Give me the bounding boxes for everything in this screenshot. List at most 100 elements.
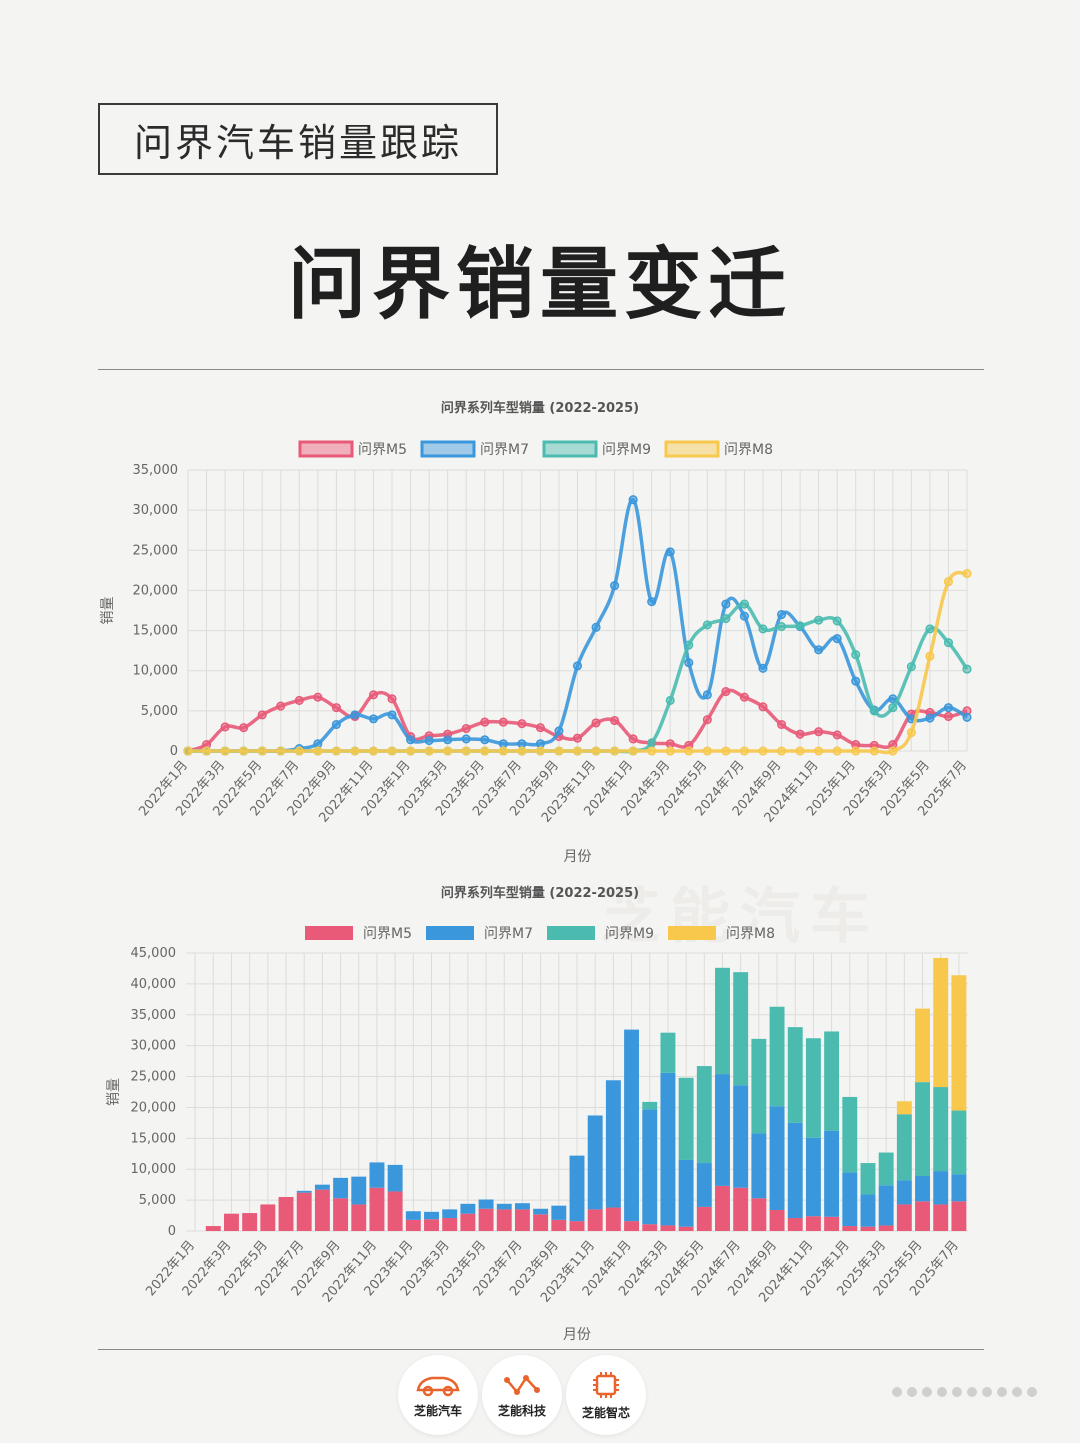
y-tick-label: 10,000 <box>133 664 179 679</box>
data-point <box>832 634 842 644</box>
data-point <box>517 719 527 729</box>
data-point <box>758 702 768 712</box>
header-tag: 问界汽车销量跟踪 <box>98 103 498 175</box>
bar-segment <box>296 1190 312 1193</box>
x-axis-title: 月份 <box>564 849 592 865</box>
data-point <box>517 739 527 749</box>
bar-segment <box>933 1171 949 1205</box>
bar-segment <box>224 1213 239 1231</box>
y-tick-label: 35,000 <box>131 1008 177 1023</box>
data-point <box>368 714 379 724</box>
legend-label: 问界M5 <box>363 926 412 942</box>
data-point <box>591 718 601 728</box>
data-point <box>851 746 861 756</box>
bar-segment <box>751 1198 767 1231</box>
data-point <box>739 692 749 702</box>
data-point <box>943 703 954 713</box>
data-point <box>406 735 416 745</box>
data-point <box>832 616 842 626</box>
bar-segment <box>787 1027 803 1123</box>
bar-segment <box>933 1204 949 1231</box>
bar-segment <box>278 1197 294 1231</box>
bar-segment <box>314 1189 330 1231</box>
bar-segment <box>605 1080 621 1208</box>
y-tick-label: 5,000 <box>139 1193 176 1208</box>
data-point <box>572 746 583 756</box>
brand-logos: 芝能汽车 芝能科技 芝能智芯 <box>398 1355 646 1435</box>
data-point <box>313 739 323 749</box>
data-point <box>610 581 620 591</box>
y-tick-label: 0 <box>168 1224 176 1239</box>
legend-label: 问界M7 <box>480 442 529 458</box>
bar-segment <box>824 1216 840 1231</box>
data-point <box>350 710 360 720</box>
data-point <box>776 609 787 620</box>
bar-segment <box>387 1191 403 1231</box>
bar-segment <box>424 1211 439 1220</box>
data-point <box>758 746 768 756</box>
bar-segment <box>642 1101 658 1110</box>
bar-segment <box>933 1087 949 1172</box>
bar-segment <box>824 1130 840 1217</box>
data-point <box>795 621 805 631</box>
bar-segment <box>369 1162 385 1188</box>
bar-segment <box>878 1185 894 1226</box>
bar-segment <box>842 1226 858 1231</box>
data-point <box>461 734 471 744</box>
data-point <box>239 723 249 733</box>
data-point <box>702 746 712 756</box>
brand-logo-tech: 芝能科技 <box>482 1355 562 1435</box>
bar-segment <box>624 1221 640 1231</box>
y-tick-label: 30,000 <box>133 503 179 518</box>
legend-swatch <box>542 440 598 458</box>
data-point <box>294 695 304 705</box>
car-icon <box>416 1376 460 1396</box>
bar-segment <box>787 1122 803 1219</box>
data-point <box>943 577 954 587</box>
data-point <box>888 746 898 756</box>
data-point <box>739 611 749 621</box>
bar-segment <box>860 1226 876 1231</box>
bar-segment <box>896 1114 912 1181</box>
y-tick-label: 25,000 <box>133 543 179 558</box>
bar-segment <box>369 1187 385 1231</box>
stacked-bar-chart: 问界系列车型销量 (2022-2025) 问界M5 问界M7 问界M9 问界M8 0 5,0… <box>106 885 968 1343</box>
data-point <box>962 569 972 579</box>
data-point <box>776 746 787 756</box>
legend-label: 问界M8 <box>724 442 773 458</box>
data-point <box>665 739 675 749</box>
data-point <box>925 651 935 661</box>
data-point <box>498 717 508 727</box>
bar-segment <box>660 1225 676 1231</box>
data-point <box>628 746 638 756</box>
data-point <box>610 715 620 726</box>
bar-segment <box>551 1219 567 1231</box>
bar-segment <box>442 1218 458 1231</box>
data-point <box>331 746 341 756</box>
data-point <box>535 746 545 756</box>
data-point <box>776 719 787 730</box>
bar-segment <box>587 1209 603 1231</box>
brand-name: 芝能科技 <box>497 1403 546 1418</box>
bar-segment <box>951 975 967 1111</box>
data-point <box>739 746 749 756</box>
legend-label: 问界M8 <box>726 926 775 942</box>
bar-segment <box>533 1208 549 1215</box>
data-point <box>721 687 731 697</box>
bar-segment <box>569 1221 585 1231</box>
bar-segment <box>896 1204 912 1231</box>
data-point <box>721 746 731 756</box>
bar-segment <box>733 1187 749 1231</box>
bar-segment <box>642 1109 658 1225</box>
brand-logo-auto: 芝能汽车 <box>398 1355 478 1435</box>
bar-segment <box>696 1066 712 1164</box>
bar-segment <box>915 1008 930 1083</box>
bar-segment <box>696 1206 712 1231</box>
bar-segment <box>951 1201 967 1231</box>
bar-segment <box>896 1101 912 1115</box>
x-axis-title: 月份 <box>563 1327 591 1343</box>
data-point <box>684 640 694 650</box>
bar-segment <box>787 1218 803 1231</box>
bar-segment <box>405 1219 421 1231</box>
legend-label: 问界M7 <box>484 926 533 942</box>
